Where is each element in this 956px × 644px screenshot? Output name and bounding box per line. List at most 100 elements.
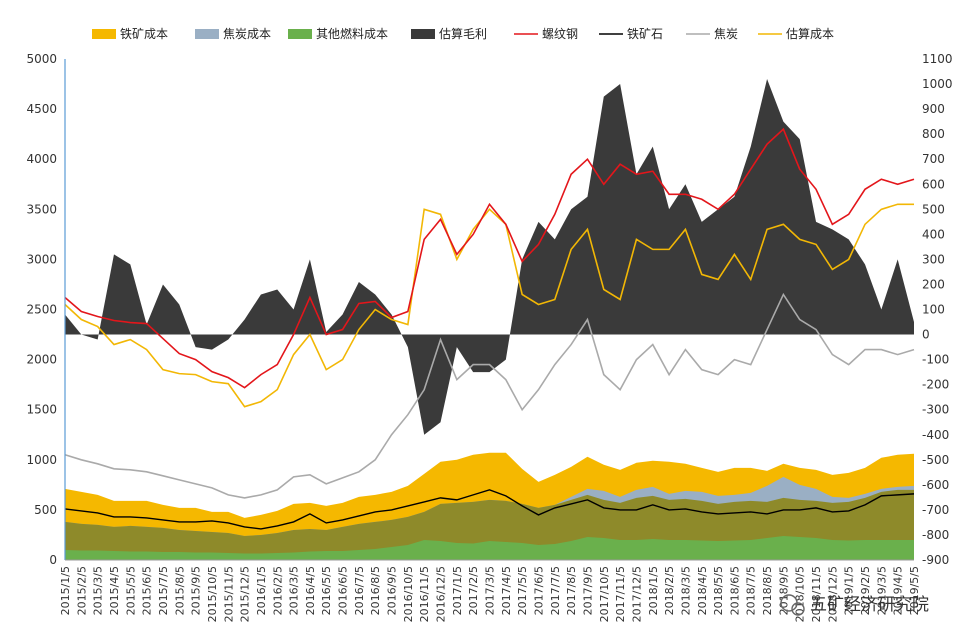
x-tick-label: 2019/3/5 xyxy=(875,566,888,615)
right-tick-label: -800 xyxy=(922,528,949,542)
legend-label: 其他燃料成本 xyxy=(316,26,388,41)
x-tick-label: 2016/9/5 xyxy=(386,566,399,615)
x-tick-label: 2016/10/5 xyxy=(402,566,415,622)
right-tick-label: 600 xyxy=(922,177,945,191)
x-tick-label: 2017/9/5 xyxy=(581,566,594,615)
legend-label: 焦炭成本 xyxy=(223,27,271,41)
right-tick-label: 400 xyxy=(922,227,945,241)
x-tick-label: 2015/3/5 xyxy=(92,566,105,615)
legend-swatch xyxy=(411,29,435,39)
left-tick-label: 1000 xyxy=(26,453,57,467)
left-tick-label: 1500 xyxy=(26,403,57,417)
x-tick-label: 2018/2/5 xyxy=(663,566,676,615)
x-tick-label: 2019/2/5 xyxy=(859,566,872,615)
series-iron-ore-line xyxy=(64,489,915,530)
series-gross-margin-area xyxy=(65,79,914,435)
x-tick-label: 2015/8/5 xyxy=(173,566,186,615)
x-tick-label: 2015/5/5 xyxy=(124,566,137,615)
series-estimated-cost-line xyxy=(64,203,914,408)
x-tick-label: 2016/8/5 xyxy=(369,566,382,615)
x-tick-label: 2019/5/5 xyxy=(908,566,921,615)
watermark: 五矿经济研究院 xyxy=(780,594,929,616)
right-tick-label: -200 xyxy=(922,378,949,392)
left-tick-label: 4500 xyxy=(26,102,57,116)
x-tick-label: 2016/2/5 xyxy=(271,566,284,615)
x-tick-label: 2018/11/5 xyxy=(810,566,823,622)
right-tick-label: -700 xyxy=(922,503,949,517)
legend-label: 估算毛利 xyxy=(439,26,487,41)
right-tick-label: -100 xyxy=(922,353,949,367)
x-tick-label: 2017/5/5 xyxy=(516,566,529,615)
x-tick-label: 2016/4/5 xyxy=(304,566,317,615)
right-tick-label: 500 xyxy=(922,202,945,216)
left-tick-label: 3000 xyxy=(26,252,57,266)
x-tick-label: 2016/11/5 xyxy=(418,566,431,622)
legend-label: 焦炭 xyxy=(714,27,738,41)
x-tick-label: 2015/2/5 xyxy=(75,566,88,615)
x-tick-label: 2017/4/5 xyxy=(500,566,513,615)
left-axis: 0 500 1000 1500 2000 2500 3000 3500 4000 4500 5000 xyxy=(26,52,66,567)
x-tick-label: 2016/6/5 xyxy=(337,566,350,615)
x-tick-label: 2018/12/5 xyxy=(826,566,839,622)
right-tick-label: 0 xyxy=(922,328,930,342)
x-tick-label: 2018/6/5 xyxy=(728,566,741,615)
right-axis: -900 -800 -700 -600 -500 -400 -300 -200 -100 0 100… xyxy=(922,52,953,567)
right-tick-label: -600 xyxy=(922,478,949,492)
right-tick-label: -300 xyxy=(922,403,949,417)
wechat-icon xyxy=(780,594,805,616)
x-tick-label: 2017/8/5 xyxy=(565,566,578,615)
x-tick-label: 2018/7/5 xyxy=(745,566,758,615)
x-tick-label: 2015/12/5 xyxy=(239,566,252,622)
x-tick-label: 2016/12/5 xyxy=(435,566,448,622)
left-tick-label: 500 xyxy=(34,503,57,517)
right-tick-label: 1100 xyxy=(922,52,953,66)
x-tick-label: 2015/10/5 xyxy=(206,566,219,622)
x-tick-label: 2017/7/5 xyxy=(549,566,562,615)
right-tick-label: 200 xyxy=(922,277,945,291)
left-tick-label: 4000 xyxy=(26,152,57,166)
legend-label: 铁矿成本 xyxy=(120,27,168,41)
x-tick-label: 2018/5/5 xyxy=(712,566,725,615)
series-rebar-line xyxy=(64,127,915,389)
x-tick-label: 2015/7/5 xyxy=(157,566,170,615)
x-tick-label: 2016/1/5 xyxy=(255,566,268,615)
legend-label: 螺纹钢 xyxy=(542,27,578,41)
x-tick-label: 2015/9/5 xyxy=(190,566,203,615)
x-tick-label: 2016/7/5 xyxy=(353,566,366,615)
legend: 铁矿成本 焦炭成本 其他燃料成本 估算毛利 螺纹钢 铁矿石 焦炭 估算成本 xyxy=(92,26,834,41)
legend-label: 铁矿石 xyxy=(627,27,663,41)
x-tick-label: 2018/3/5 xyxy=(679,566,692,615)
x-tick-label: 2018/4/5 xyxy=(696,566,709,615)
right-tick-label: 700 xyxy=(922,152,945,166)
left-tick-label: 5000 xyxy=(26,52,57,66)
x-tick-label: 2019/1/5 xyxy=(843,566,856,615)
left-tick-label: 2000 xyxy=(26,353,57,367)
x-tick-label: 2017/10/5 xyxy=(598,566,611,622)
plot-area xyxy=(64,79,915,560)
x-tick-label: 2016/3/5 xyxy=(288,566,301,615)
right-tick-label: -500 xyxy=(922,453,949,467)
left-tick-label: 2500 xyxy=(26,303,57,317)
series-coke-line xyxy=(64,292,915,499)
right-tick-label: 300 xyxy=(922,252,945,266)
x-tick-label: 2017/12/5 xyxy=(630,566,643,622)
x-axis: 2015/1/5 2015/2/5 2015/3/5 2015/4/5 2015/5/5… xyxy=(59,559,921,622)
left-tick-label: 3500 xyxy=(26,202,57,216)
legend-label: 估算成本 xyxy=(786,26,834,41)
legend-swatch xyxy=(288,29,312,39)
right-tick-label: -400 xyxy=(922,428,949,442)
x-tick-label: 2018/8/5 xyxy=(761,566,774,615)
x-tick-label: 2015/1/5 xyxy=(59,566,72,615)
x-tick-label: 2016/5/5 xyxy=(320,566,333,615)
watermark-text: 五矿经济研究院 xyxy=(810,595,929,615)
x-tick-label: 2017/6/5 xyxy=(532,566,545,615)
right-tick-label: -900 xyxy=(922,553,949,567)
x-tick-label: 2015/11/5 xyxy=(222,566,235,622)
series-other-fuel-cost-area xyxy=(65,535,914,560)
right-tick-label: 800 xyxy=(922,127,945,141)
x-tick-label: 2015/4/5 xyxy=(108,566,121,615)
right-tick-label: 100 xyxy=(922,303,945,317)
x-tick-label: 2017/3/5 xyxy=(484,566,497,615)
left-tick-label: 0 xyxy=(49,553,57,567)
